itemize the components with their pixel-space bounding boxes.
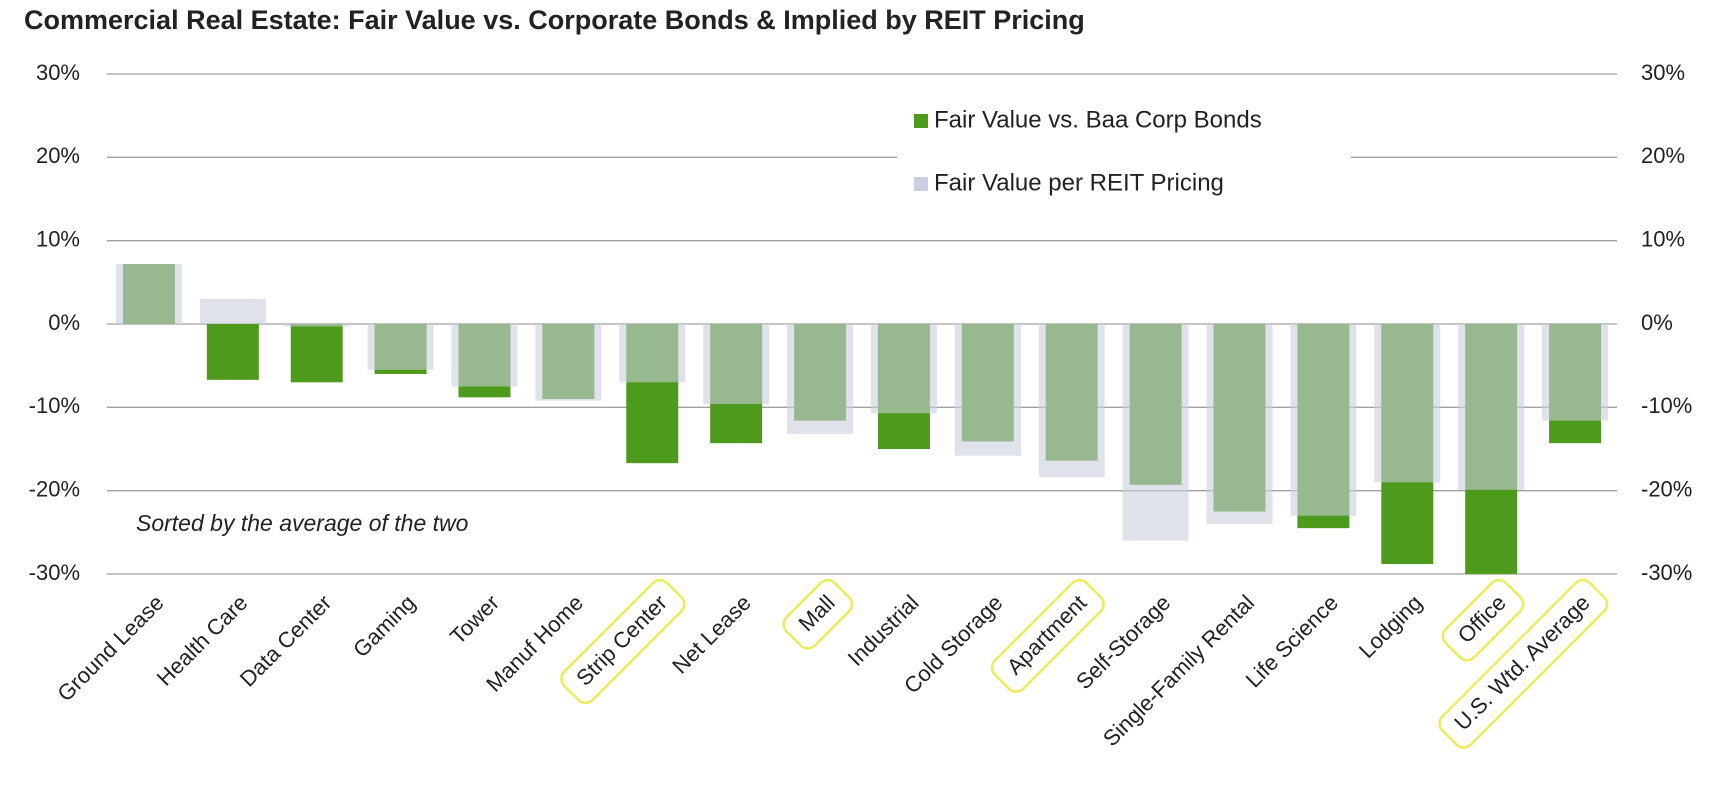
y2-tick-label: -10% [1641,393,1692,418]
bar [115,264,182,324]
x-tick-label: Industrial [843,590,924,671]
bar [1458,324,1525,490]
y2-tick-label: 10% [1641,226,1685,251]
x-tick-label: Office [1453,590,1511,648]
x-tick-label: Strip Center [571,590,672,691]
x-tick-label: Ground Lease [52,590,168,706]
x-tick-label: Tower [445,590,504,649]
legend-swatch [914,114,928,128]
bar [1542,324,1609,421]
bar [1122,324,1189,541]
bar [870,324,937,414]
bar [451,324,518,387]
x-tick-label: Gaming [348,590,420,662]
label-highlight [782,578,854,650]
legend-background [897,95,1351,207]
bar [954,324,1021,456]
bar [703,324,770,404]
bar [283,324,350,327]
x-tick-label: Lodging [1354,590,1427,663]
y-tick-label: 30% [36,60,80,85]
x-tick-label: Single-Family Rental [1098,590,1259,751]
bar [1038,324,1105,478]
bar [206,324,259,380]
chart-title: Commercial Real Estate: Fair Value vs. C… [24,5,1085,35]
annotation: Sorted by the average of the two [136,510,469,536]
legend-swatch [914,177,928,191]
bar [290,324,343,383]
bar [535,324,602,401]
y-tick-label: -30% [29,560,80,585]
y-tick-label: -20% [29,476,80,501]
y-tick-label: 0% [48,310,80,335]
x-tick-label: Net Lease [667,590,756,679]
label-highlight [990,578,1105,693]
legend-label: Fair Value per REIT Pricing [934,169,1224,196]
y2-tick-label: -30% [1641,560,1692,585]
label-highlight [560,578,686,705]
bar [787,324,854,434]
y-tick-label: -10% [29,393,80,418]
label-highlight [1438,578,1609,749]
y2-tick-label: 30% [1641,60,1685,85]
bar [1206,324,1273,524]
y2-tick-label: 0% [1641,310,1673,335]
bar [1290,324,1357,516]
bar [619,324,686,383]
y-tick-label: 10% [36,226,80,251]
bar [1374,324,1441,483]
y-tick-label: 20% [36,143,80,168]
y2-tick-label: -20% [1641,476,1692,501]
y2-tick-label: 20% [1641,143,1685,168]
bar [199,299,266,324]
label-highlight [1441,578,1525,662]
bar [367,324,434,370]
legend-label: Fair Value vs. Baa Corp Bonds [934,106,1262,133]
